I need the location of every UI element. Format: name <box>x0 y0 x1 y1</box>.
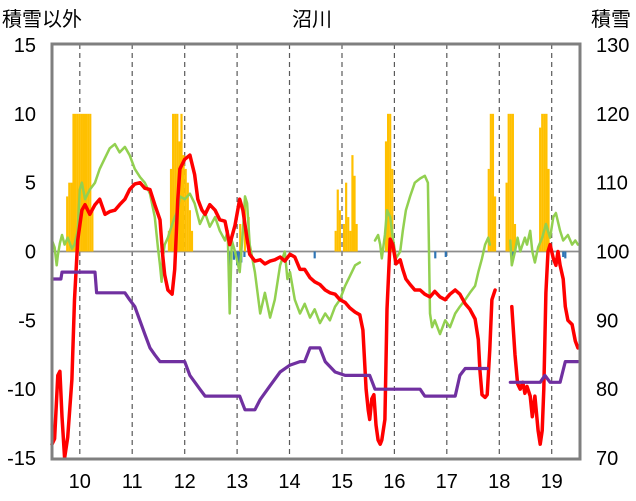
y2-tick-label: 80 <box>596 379 618 401</box>
orange-bar <box>541 113 544 252</box>
orange-bar <box>389 113 392 252</box>
y-tick-label: -15 <box>7 448 36 470</box>
orange-bar <box>66 196 69 252</box>
blue-bar <box>434 251 437 259</box>
green-series-line <box>509 211 580 267</box>
orange-bar <box>180 113 183 252</box>
orange-bar <box>334 230 337 252</box>
y-tick-label: 10 <box>14 104 36 126</box>
orange-bar <box>384 141 388 252</box>
orange-bar <box>349 230 352 252</box>
y-tick-label: -10 <box>7 379 36 401</box>
gridlines <box>52 44 580 459</box>
orange-bar <box>505 182 508 252</box>
orange-bar <box>82 113 86 252</box>
orange-bar <box>342 223 346 252</box>
y2-tick-label: 100 <box>596 242 629 264</box>
orange-bar <box>347 217 350 252</box>
x-tick-label: 18 <box>488 471 510 493</box>
y-tick-label: 5 <box>25 173 36 195</box>
y2-tick-label: 130 <box>596 35 629 57</box>
orange-bar <box>355 223 358 252</box>
blue-bar <box>444 251 447 258</box>
orange-bar <box>345 182 348 252</box>
orange-bar <box>539 127 542 252</box>
blue-bar <box>243 251 246 258</box>
purple-series-line <box>50 270 489 412</box>
y-tick-label: 15 <box>14 35 36 57</box>
orange-bar <box>487 168 490 252</box>
orange-bar <box>489 113 492 252</box>
orange-bar <box>70 182 73 252</box>
orange-bar <box>89 113 92 252</box>
orange-bar <box>493 196 497 252</box>
orange-bar <box>84 113 88 252</box>
y2-tick-label: 110 <box>596 173 628 195</box>
orange-bar <box>509 113 512 252</box>
orange-bar <box>190 230 194 252</box>
orange-bar <box>68 182 71 252</box>
x-tick-label: 12 <box>174 471 196 493</box>
x-tick-label: 16 <box>383 471 405 493</box>
orange-bar <box>78 113 81 252</box>
x-tick-label: 10 <box>69 471 91 493</box>
y2-axis-label: 積雪 <box>591 8 631 31</box>
x-tick-label: 15 <box>331 471 353 493</box>
orange-bar <box>72 113 75 252</box>
orange-bar <box>547 168 550 252</box>
orange-bar <box>74 113 77 252</box>
orange-bar <box>338 210 341 252</box>
blue-bar <box>511 251 514 259</box>
y2-tick-label: 70 <box>596 448 618 470</box>
x-tick-label: 11 <box>122 471 143 493</box>
chart-title: 沼川 <box>292 8 332 31</box>
orange-bar <box>391 168 394 252</box>
orange-bar <box>511 113 514 252</box>
orange-bar <box>353 175 356 252</box>
orange-bar <box>336 189 339 252</box>
x-tick-label: 13 <box>226 471 248 493</box>
x-tick-label: 19 <box>541 471 563 493</box>
orange-bar <box>186 182 189 252</box>
tick-labels: 15 10 5 0 -5 -10 -15 130 120 110 100 90 80 70 10 11 12 13… <box>7 35 629 493</box>
purple-series-line <box>508 360 580 384</box>
orange-bar <box>513 223 517 252</box>
orange-bar <box>545 113 548 252</box>
y-axis-label: 積雪以外 <box>2 8 82 31</box>
orange-bar <box>167 230 171 252</box>
orange-bar <box>387 113 390 252</box>
green-series-line <box>50 142 362 325</box>
orange-bar <box>491 113 495 252</box>
y-tick-label: -5 <box>18 310 36 332</box>
orange-bar <box>182 155 185 252</box>
orange-bar <box>184 168 187 252</box>
orange-bar <box>351 155 354 252</box>
orange-bar <box>543 113 546 252</box>
series-lines <box>50 142 580 460</box>
red-series-line <box>510 242 580 446</box>
blue-bar <box>238 251 241 269</box>
blue-bar <box>313 251 316 259</box>
green-series-line <box>373 174 492 336</box>
y-tick-label: 0 <box>25 242 36 264</box>
blue-bar <box>232 251 236 260</box>
blue-bar <box>564 251 567 259</box>
x-tick-label: 14 <box>278 471 300 493</box>
orange-bar <box>91 210 94 252</box>
orange-bar <box>507 113 510 252</box>
plot-border <box>50 42 582 461</box>
red-series-line <box>50 153 497 460</box>
orange-bar <box>169 168 173 252</box>
y2-tick-label: 90 <box>596 310 618 332</box>
orange-bar <box>87 113 90 252</box>
orange-bar <box>239 223 242 252</box>
orange-bar <box>188 210 191 252</box>
blue-bar <box>562 251 565 258</box>
y2-tick-label: 120 <box>596 104 629 126</box>
orange-bar <box>76 113 79 252</box>
orange-bar <box>172 113 175 252</box>
orange-bar <box>174 113 177 252</box>
x-tick-label: 17 <box>436 471 458 493</box>
